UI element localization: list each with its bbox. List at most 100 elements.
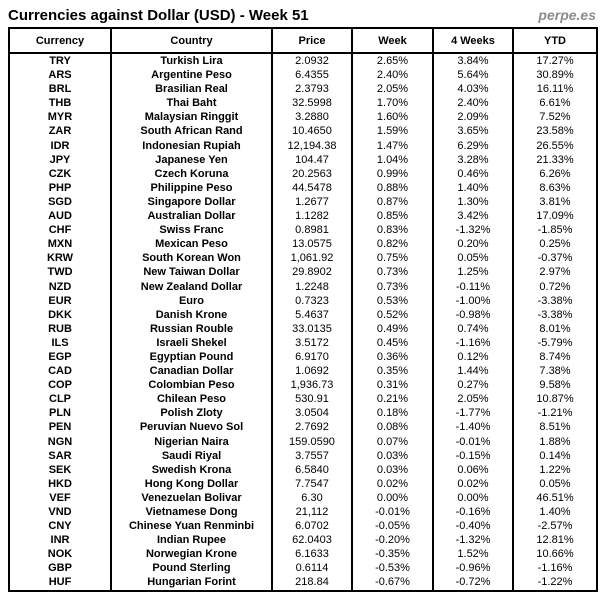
table-row: EGP Egyptian Pound 6.9170 0.36% 0.12% 8.74% — [8, 349, 598, 365]
price-cell: 1.2677 — [271, 194, 353, 210]
country-cell: Venezuelan Bolivar — [110, 490, 273, 505]
table-row: TRY Turkish Lira 2.0932 2.65% 3.84% 17.27% — [8, 53, 598, 69]
ytd-cell: -3.38% — [512, 307, 598, 322]
ytd-cell: 9.58% — [512, 378, 598, 393]
table-row: SAR Saudi Riyal 3.7557 0.03% -0.15% 0.14% — [8, 448, 598, 463]
country-cell: Malaysian Ringgit — [110, 110, 273, 125]
table-row: GBP Pound Sterling 0.6114 -0.53% -0.96% -1.16… — [8, 561, 598, 576]
price-cell: 1.0692 — [271, 364, 353, 379]
col-header-currency: Currency — [8, 28, 112, 54]
weeks4-cell: 0.05% — [432, 251, 514, 266]
week-cell: 0.49% — [351, 321, 434, 336]
weeks4-cell: 3.28% — [432, 152, 514, 167]
weeks4-cell: -0.01% — [432, 434, 514, 449]
country-cell: Australian Dollar — [110, 209, 273, 224]
weeks4-cell: -1.32% — [432, 223, 514, 238]
table-row: HUF Hungarian Forint 218.84 -0.67% -0.72% -1.… — [8, 575, 598, 591]
table-row: PEN Peruvian Nuevo Sol 2.7692 0.08% -1.40% 8.… — [8, 420, 598, 435]
table-row: ILS Israeli Shekel 3.5172 0.45% -1.16% -5.79% — [8, 335, 598, 350]
price-cell: 104.47 — [271, 152, 353, 167]
country-cell: Hong Kong Dollar — [110, 476, 273, 491]
currency-code-cell: EGP — [8, 349, 112, 365]
price-cell: 5.4637 — [271, 307, 353, 322]
country-cell: Egyptian Pound — [110, 349, 273, 365]
weeks4-cell: 4.03% — [432, 82, 514, 97]
price-cell: 1.1282 — [271, 209, 353, 224]
week-cell: 1.70% — [351, 96, 434, 111]
weeks4-cell: -0.16% — [432, 505, 514, 520]
country-cell: New Taiwan Dollar — [110, 265, 273, 280]
week-cell: -0.35% — [351, 547, 434, 562]
currency-code-cell: AUD — [8, 209, 112, 224]
price-cell: 2.7692 — [271, 420, 353, 435]
price-cell: 62.0403 — [271, 533, 353, 548]
country-cell: South Korean Won — [110, 251, 273, 266]
currency-code-cell: KRW — [8, 251, 112, 266]
table-row: VND Vietnamese Dong 21,112 -0.01% -0.16% 1.40… — [8, 505, 598, 520]
weeks4-cell: 2.09% — [432, 110, 514, 125]
country-cell: Vietnamese Dong — [110, 505, 273, 520]
country-cell: Euro — [110, 293, 273, 308]
country-cell: Israeli Shekel — [110, 335, 273, 350]
table-row: THB Thai Baht 32.5998 1.70% 2.40% 6.61% — [8, 96, 598, 111]
week-cell: 0.45% — [351, 335, 434, 350]
week-cell: 0.83% — [351, 223, 434, 238]
table-row: CHF Swiss Franc 0.8981 0.83% -1.32% -1.85% — [8, 223, 598, 238]
currency-table: Currency Country Price Week 4 Weeks YTD TRY Tu… — [8, 27, 598, 592]
country-cell: Nigerian Naira — [110, 434, 273, 449]
country-cell: Norwegian Krone — [110, 547, 273, 562]
currency-code-cell: MYR — [8, 110, 112, 125]
week-cell: 0.18% — [351, 406, 434, 421]
price-cell: 6.4355 — [271, 68, 353, 83]
currency-code-cell: CZK — [8, 166, 112, 181]
week-cell: -0.20% — [351, 533, 434, 548]
price-cell: 159.0590 — [271, 434, 353, 449]
currency-code-cell: HKD — [8, 476, 112, 491]
table-row: BRL Brasilian Real 2.3793 2.05% 4.03% 16.11% — [8, 82, 598, 97]
ytd-cell: -2.57% — [512, 519, 598, 534]
ytd-cell: 26.55% — [512, 138, 598, 153]
country-cell: Chilean Peso — [110, 392, 273, 407]
weeks4-cell: 3.65% — [432, 124, 514, 139]
week-cell: 2.05% — [351, 82, 434, 97]
price-cell: 2.0932 — [271, 53, 353, 69]
country-cell: Turkish Lira — [110, 53, 273, 69]
price-cell: 530.91 — [271, 392, 353, 407]
weeks4-cell: 0.06% — [432, 462, 514, 477]
country-cell: Peruvian Nuevo Sol — [110, 420, 273, 435]
table-row: DKK Danish Krone 5.4637 0.52% -0.98% -3.38% — [8, 307, 598, 322]
ytd-cell: 0.25% — [512, 237, 598, 252]
weeks4-cell: 0.00% — [432, 490, 514, 505]
page-title: Currencies against Dollar (USD) - Week 5… — [8, 7, 309, 24]
table-row: NOK Norwegian Krone 6.1633 -0.35% 1.52% 10.66… — [8, 547, 598, 562]
ytd-cell: 0.72% — [512, 279, 598, 294]
ytd-cell: -1.16% — [512, 561, 598, 576]
country-cell: Brasilian Real — [110, 82, 273, 97]
currency-code-cell: CLP — [8, 392, 112, 407]
week-cell: 2.65% — [351, 53, 434, 69]
week-cell: 2.40% — [351, 68, 434, 83]
week-cell: 0.31% — [351, 378, 434, 393]
table-row: SEK Swedish Krona 6.5840 0.03% 0.06% 1.22% — [8, 462, 598, 477]
weeks4-cell: -1.77% — [432, 406, 514, 421]
currency-code-cell: SAR — [8, 448, 112, 463]
ytd-cell: 23.58% — [512, 124, 598, 139]
weeks4-cell: -1.32% — [432, 533, 514, 548]
weeks4-cell: -0.98% — [432, 307, 514, 322]
week-cell: 0.85% — [351, 209, 434, 224]
ytd-cell: 10.66% — [512, 547, 598, 562]
weeks4-cell: 3.42% — [432, 209, 514, 224]
week-cell: -0.53% — [351, 561, 434, 576]
price-cell: 20.2563 — [271, 166, 353, 181]
week-cell: 0.73% — [351, 279, 434, 294]
country-cell: Canadian Dollar — [110, 364, 273, 379]
price-cell: 2.3793 — [271, 82, 353, 97]
ytd-cell: 21.33% — [512, 152, 598, 167]
ytd-cell: 3.81% — [512, 194, 598, 210]
price-cell: 3.5172 — [271, 335, 353, 350]
currency-code-cell: IDR — [8, 138, 112, 153]
ytd-cell: 1.40% — [512, 505, 598, 520]
price-cell: 6.9170 — [271, 349, 353, 365]
ytd-cell: -1.85% — [512, 223, 598, 238]
ytd-cell: 30.89% — [512, 68, 598, 83]
